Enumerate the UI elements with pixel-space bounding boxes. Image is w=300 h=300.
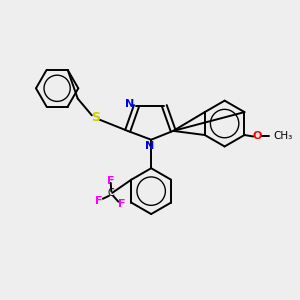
Text: O: O <box>252 131 262 142</box>
Text: CH₃: CH₃ <box>274 131 293 142</box>
Text: S: S <box>91 111 100 124</box>
Text: F: F <box>107 176 115 186</box>
Text: N: N <box>145 141 154 151</box>
Text: F: F <box>95 196 102 206</box>
Text: C: C <box>108 188 115 199</box>
Text: F: F <box>118 199 126 209</box>
Text: N: N <box>125 99 135 109</box>
